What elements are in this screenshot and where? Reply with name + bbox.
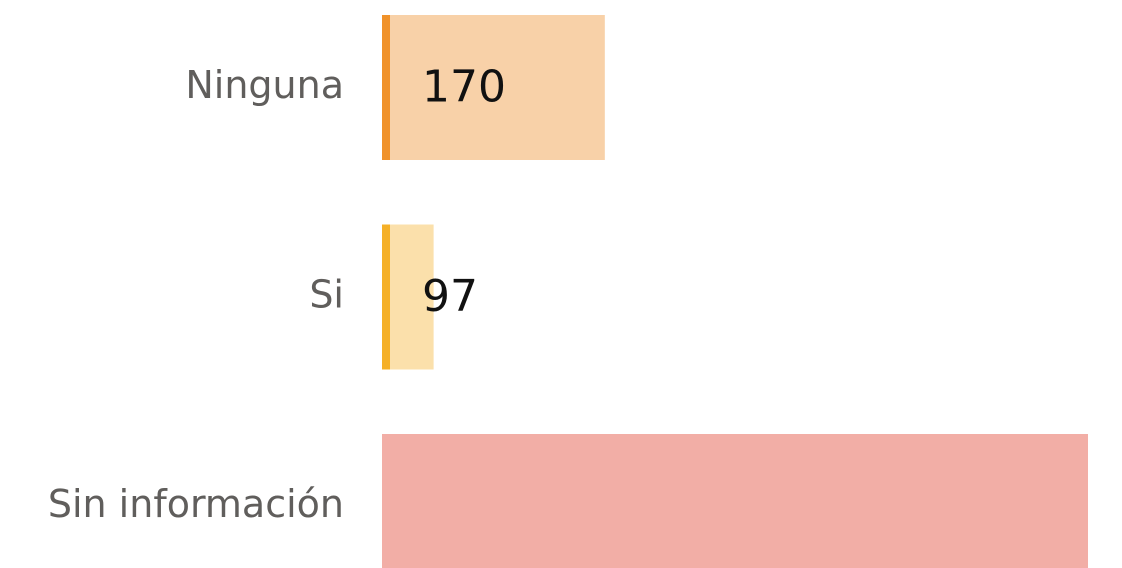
bar	[382, 434, 1088, 568]
value-label: 170	[422, 62, 506, 113]
bar-accent	[382, 224, 390, 370]
value-label: 97	[422, 271, 478, 322]
bar	[382, 15, 605, 160]
bar-accent	[382, 15, 390, 160]
bar	[382, 224, 434, 370]
category-label: Ninguna	[185, 63, 344, 107]
category-label: Si	[309, 273, 344, 317]
bar-accent	[382, 434, 390, 568]
category-label: Sin información	[48, 482, 344, 526]
